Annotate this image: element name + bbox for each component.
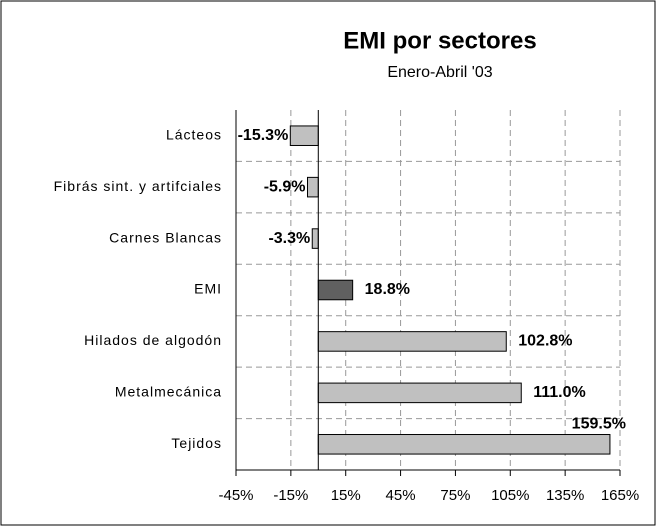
y-tick-label: Fibrás sint. y artifciales bbox=[54, 178, 222, 194]
value-label: -15.3% bbox=[238, 127, 289, 144]
chart-subtitle: Enero-Abril '03 bbox=[387, 64, 492, 81]
chart-title: EMI por sectores bbox=[343, 27, 536, 54]
value-label: -5.9% bbox=[264, 178, 306, 195]
x-tick-label: 105% bbox=[491, 487, 529, 504]
value-label: 159.5% bbox=[572, 416, 626, 433]
y-tick-label: Metalmecánica bbox=[115, 384, 222, 400]
x-tick-label: 45% bbox=[386, 487, 416, 504]
x-tick-label: -45% bbox=[218, 487, 253, 504]
x-tick-label: -15% bbox=[273, 487, 308, 504]
value-label: 102.8% bbox=[518, 333, 572, 350]
x-tick-label: 135% bbox=[546, 487, 584, 504]
x-tick-label: 15% bbox=[331, 487, 361, 504]
y-tick-label: EMI bbox=[194, 281, 222, 297]
bar bbox=[306, 176, 319, 198]
y-tick-label: Carnes Blancas bbox=[109, 229, 222, 245]
bar bbox=[289, 125, 319, 146]
bar bbox=[317, 279, 354, 301]
value-label: 111.0% bbox=[533, 384, 586, 401]
bar bbox=[317, 434, 611, 455]
value-label: 18.8% bbox=[365, 281, 410, 298]
bar bbox=[317, 331, 507, 352]
y-tick-label: Tejidos bbox=[171, 435, 222, 451]
x-tick-label: 165% bbox=[601, 487, 639, 504]
y-tick-label: Hilados de algodón bbox=[84, 332, 222, 348]
bar bbox=[317, 382, 522, 404]
value-label: -3.3% bbox=[268, 230, 310, 247]
x-tick-label: 75% bbox=[440, 487, 470, 504]
y-tick-label: Lácteos bbox=[166, 126, 222, 142]
bar bbox=[311, 228, 319, 249]
